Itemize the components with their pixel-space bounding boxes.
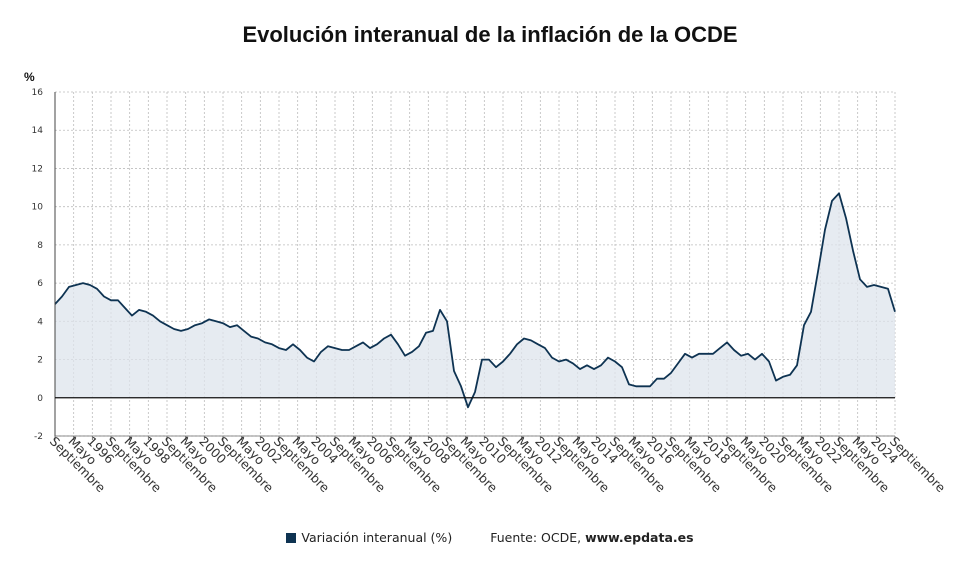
series-area-group (54, 192, 896, 409)
y-tick-label: 16 (32, 88, 44, 98)
chart-title: Evolución interanual de la inflación de … (242, 22, 738, 47)
y-tick-label: 14 (32, 126, 44, 136)
source-prefix: Fuente: OCDE, (490, 530, 582, 545)
series-line (54, 192, 896, 409)
y-tick-labels: -2 0 2 4 6 8 10 12 14 16 (32, 88, 44, 442)
y-axis-unit-label: % (24, 70, 35, 84)
legend-swatch (286, 533, 297, 543)
x-tick-label: Septiembre (887, 434, 949, 496)
y-tick-label: -2 (34, 432, 43, 442)
y-tick-label: 2 (37, 356, 43, 366)
source-site-link[interactable]: www.epdata.es (585, 530, 694, 545)
x-tick-labels: SeptiembreMayo1996SeptiembreMayo1998Sept… (47, 434, 949, 496)
series-area-fill (55, 193, 895, 408)
axes (54, 92, 896, 440)
y-tick-label: 10 (32, 203, 44, 213)
y-tick-label: 12 (32, 164, 43, 174)
y-tick-label: 8 (37, 241, 43, 251)
legend: Variación interanual (%) Fuente: OCDE, ww… (0, 530, 980, 545)
legend-series-label: Variación interanual (%) (301, 530, 453, 545)
y-tick-label: 0 (37, 394, 43, 404)
y-tick-label: 4 (37, 317, 43, 327)
y-tick-label: 6 (37, 279, 43, 289)
